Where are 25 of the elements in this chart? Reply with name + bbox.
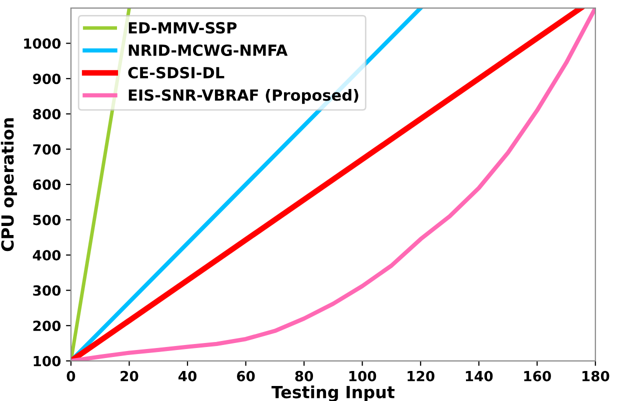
y-tick-label: 100 [34,356,61,366]
x-tick-label: 100 [349,370,376,382]
y-tick-label: 500 [33,214,61,226]
legend-label: NRID-MCWG-NMFA [128,44,288,56]
legend-label: ED-MMV-SSP [128,22,237,34]
x-tick-label: 80 [295,370,314,382]
y-tick-label: 600 [33,179,61,190]
y-axis-title: CPU operation [0,118,18,252]
y-tick-label: 200 [33,320,61,332]
x-tick-label: 160 [524,370,551,382]
y-tick-label: 300 [33,285,61,296]
y-tick-label: 800 [33,108,61,120]
legend-label: EIS-SNR-VBRAF (Proposed) [128,89,358,104]
legend-label: CE-SDSI-DL [128,66,224,78]
x-tick-label: 20 [120,370,138,382]
y-tick-label: 400 [32,250,61,261]
x-tick-label: 60 [236,370,255,382]
y-tick-label: 700 [33,144,61,155]
x-tick-label: 140 [466,370,493,382]
x-tick-label: 180 [582,370,610,382]
x-tick-label: 40 [178,370,196,382]
y-tick-label: 1000 [24,38,61,49]
x-tick-label: 0 [66,370,76,382]
x-tick-label: 120 [408,370,434,382]
y-tick-label: 900 [32,74,61,84]
